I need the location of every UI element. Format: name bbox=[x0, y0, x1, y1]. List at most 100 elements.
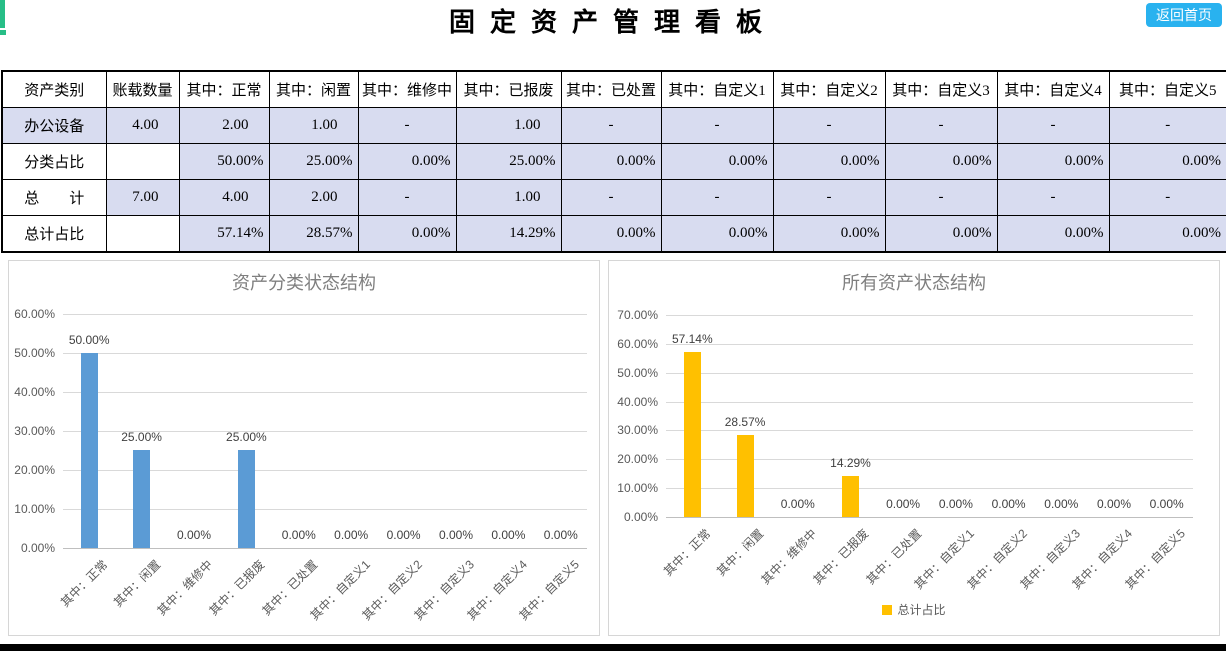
bar-value-label: 0.00% bbox=[780, 497, 815, 511]
value-cell[interactable]: 1.00 bbox=[455, 107, 562, 144]
value-cell[interactable]: 25.00% bbox=[455, 143, 562, 180]
value-cell[interactable]: 0.00% bbox=[357, 215, 457, 253]
value-cell[interactable]: 1.00 bbox=[455, 179, 562, 216]
value-cell[interactable]: - bbox=[996, 179, 1110, 216]
value-cell[interactable]: 0.00% bbox=[996, 143, 1110, 180]
gridline bbox=[63, 392, 587, 393]
table-header-cell[interactable]: 其中：维修中 bbox=[357, 70, 457, 108]
row-label-cell[interactable]: 办公设备 bbox=[1, 107, 107, 144]
x-axis-label: 其中：闲置 bbox=[110, 557, 163, 610]
value-cell[interactable]: 0.00% bbox=[1108, 143, 1226, 180]
value-cell[interactable]: - bbox=[1108, 179, 1226, 216]
value-cell[interactable]: 0.00% bbox=[884, 215, 998, 253]
bar-value-label: 14.29% bbox=[830, 456, 871, 470]
y-axis-tick-label: 20.00% bbox=[14, 463, 55, 477]
x-axis-label: 其中：维修中 bbox=[758, 526, 820, 588]
y-axis-tick-label: 40.00% bbox=[14, 385, 55, 399]
chart-panel-category-status: 资产分类状态结构 0.00% 10.00% 20.00% 30.00% 40.00% 50… bbox=[8, 260, 600, 636]
back-home-button[interactable]: 返回首页 bbox=[1146, 3, 1222, 27]
value-cell[interactable]: - bbox=[772, 179, 886, 216]
value-cell[interactable]: - bbox=[357, 107, 457, 144]
value-cell[interactable]: 1.00 bbox=[268, 107, 359, 144]
table-header-cell[interactable]: 其中：闲置 bbox=[268, 70, 359, 108]
table-header-cell[interactable]: 其中：正常 bbox=[178, 70, 270, 108]
row-label-cell[interactable]: 分类占比 bbox=[1, 143, 107, 180]
bar bbox=[683, 352, 701, 517]
table-row: 分类占比 50.00% 25.00% 0.00% 25.00% 0.00% 0.00% 0.0… bbox=[1, 143, 1226, 180]
table-row: 总计占比 57.14% 28.57% 0.00% 14.29% 0.00% 0.00% 0.0… bbox=[1, 215, 1226, 253]
value-cell[interactable]: 0.00% bbox=[884, 143, 998, 180]
value-cell[interactable]: - bbox=[884, 107, 998, 144]
gridline bbox=[63, 470, 587, 471]
value-cell[interactable]: - bbox=[660, 107, 774, 144]
value-cell[interactable]: 57.14% bbox=[178, 215, 270, 253]
legend-swatch-icon bbox=[882, 604, 893, 615]
bar-value-label: 0.00% bbox=[938, 497, 973, 511]
value-cell[interactable]: 4.00 bbox=[178, 179, 270, 216]
value-cell[interactable]: 0.00% bbox=[772, 143, 886, 180]
page-title: 固定资产管理看板 bbox=[448, 8, 777, 37]
chart-panel-all-assets-status: 所有资产状态结构 总计占比 0.00% 10.00% 20.00% 30.00% 40.… bbox=[608, 260, 1220, 636]
value-cell[interactable]: - bbox=[660, 179, 774, 216]
gridline bbox=[666, 402, 1193, 403]
row-label-cell[interactable]: 总 计 bbox=[1, 179, 107, 216]
x-axis-label: 其中：维修中 bbox=[154, 557, 216, 619]
value-cell[interactable]: 0.00% bbox=[660, 143, 774, 180]
table-header-cell[interactable]: 其中：已处置 bbox=[560, 70, 662, 108]
value-cell[interactable]: 28.57% bbox=[268, 215, 359, 253]
value-cell[interactable]: - bbox=[1108, 107, 1226, 144]
value-cell[interactable]: 4.00 bbox=[105, 107, 180, 144]
y-axis-tick-label: 10.00% bbox=[14, 502, 55, 516]
x-axis-line bbox=[63, 548, 587, 549]
value-cell[interactable]: 0.00% bbox=[560, 143, 662, 180]
value-cell[interactable] bbox=[105, 143, 180, 180]
table-header-cell[interactable]: 其中：自定义2 bbox=[772, 70, 886, 108]
value-cell[interactable]: 14.29% bbox=[455, 215, 562, 253]
y-axis-tick-label: 60.00% bbox=[14, 307, 55, 321]
table-header-cell[interactable]: 其中：自定义3 bbox=[884, 70, 998, 108]
x-axis-label: 其中：已报废 bbox=[206, 557, 268, 619]
bottom-divider-bar bbox=[0, 644, 1226, 651]
gridline bbox=[63, 509, 587, 510]
bar-value-label: 0.00% bbox=[1044, 497, 1079, 511]
value-cell[interactable] bbox=[105, 215, 180, 253]
value-cell[interactable]: 2.00 bbox=[178, 107, 270, 144]
value-cell[interactable]: 7.00 bbox=[105, 179, 180, 216]
value-cell[interactable]: - bbox=[996, 107, 1110, 144]
value-cell[interactable]: 0.00% bbox=[1108, 215, 1226, 253]
value-cell[interactable]: - bbox=[884, 179, 998, 216]
value-cell[interactable]: - bbox=[357, 179, 457, 216]
value-cell[interactable]: 0.00% bbox=[660, 215, 774, 253]
row-label-cell[interactable]: 总计占比 bbox=[1, 215, 107, 253]
value-cell[interactable]: 50.00% bbox=[178, 143, 270, 180]
gridline bbox=[63, 431, 587, 432]
chart-legend: 总计占比 bbox=[609, 601, 1219, 618]
bar-value-label: 0.00% bbox=[886, 497, 921, 511]
value-cell[interactable]: - bbox=[772, 107, 886, 144]
y-axis-tick-label: 50.00% bbox=[14, 346, 55, 360]
value-cell[interactable]: - bbox=[560, 107, 662, 144]
gridline bbox=[63, 353, 587, 354]
bar-value-label: 0.00% bbox=[386, 528, 421, 542]
bar-value-label: 0.00% bbox=[491, 528, 526, 542]
x-axis-label: 其中：闲置 bbox=[714, 526, 767, 579]
gridline bbox=[666, 344, 1193, 345]
bar bbox=[80, 353, 98, 548]
value-cell[interactable]: 0.00% bbox=[772, 215, 886, 253]
table-header-cell[interactable]: 其中：自定义1 bbox=[660, 70, 774, 108]
table-header-cell[interactable]: 其中：已报废 bbox=[455, 70, 562, 108]
value-cell[interactable]: 0.00% bbox=[996, 215, 1110, 253]
bar-value-label: 0.00% bbox=[334, 528, 369, 542]
value-cell[interactable]: - bbox=[560, 179, 662, 216]
table-header-cell[interactable]: 其中：自定义4 bbox=[996, 70, 1110, 108]
table-header-cell[interactable]: 资产类别 bbox=[1, 70, 107, 108]
value-cell[interactable]: 0.00% bbox=[357, 143, 457, 180]
value-cell[interactable]: 25.00% bbox=[268, 143, 359, 180]
table-header-cell[interactable]: 账载数量 bbox=[105, 70, 180, 108]
gridline bbox=[666, 488, 1193, 489]
bar-value-label: 28.57% bbox=[724, 415, 766, 429]
value-cell[interactable]: 0.00% bbox=[560, 215, 662, 253]
value-cell[interactable]: 2.00 bbox=[268, 179, 359, 216]
table-header-cell[interactable]: 其中：自定义5 bbox=[1108, 70, 1226, 108]
sheet-edge-green-marker bbox=[0, 0, 5, 28]
